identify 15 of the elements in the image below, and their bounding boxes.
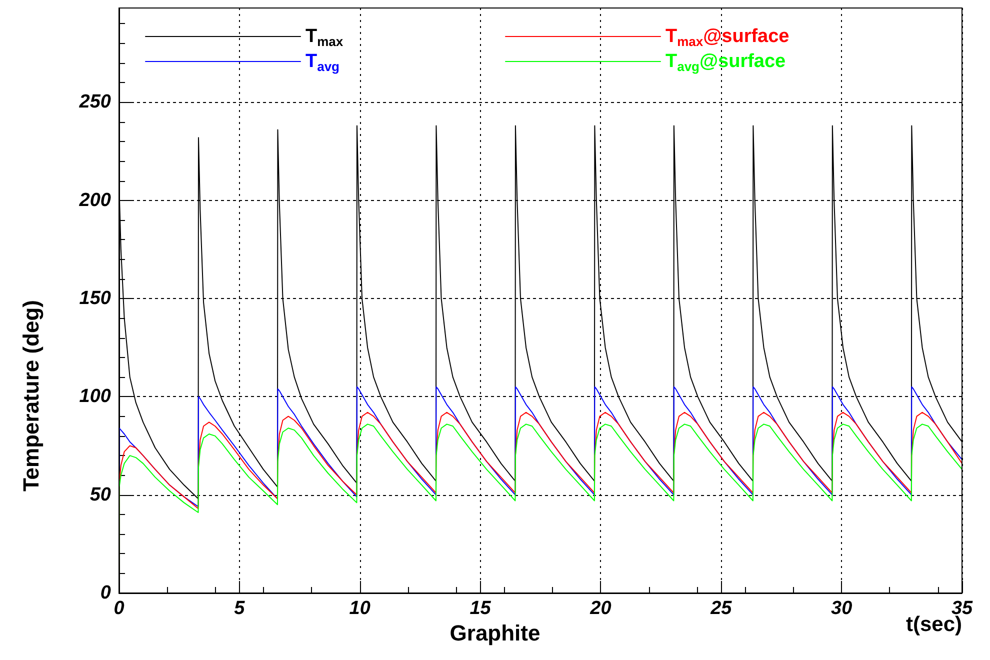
y-tick-label: 100 <box>79 386 112 408</box>
y-axis-title: Temperature (deg) <box>18 300 44 492</box>
y-tick-label: 250 <box>78 92 112 113</box>
y-tick-label: 50 <box>90 484 112 506</box>
y-tick-label: 150 <box>79 288 112 310</box>
y-tick-label: 200 <box>78 190 112 211</box>
x-tick-label: 25 <box>710 598 732 619</box>
x-tick-label: 30 <box>831 598 853 619</box>
x-tick-label: 10 <box>349 598 371 619</box>
x-tick-label: 20 <box>589 598 612 619</box>
y-tick-label: 0 <box>100 582 112 604</box>
text: Graphite <box>450 620 540 646</box>
x-tick-label: 15 <box>470 598 492 619</box>
x-tick-label: 5 <box>234 598 246 619</box>
x-tick-label: 0 <box>114 598 125 619</box>
